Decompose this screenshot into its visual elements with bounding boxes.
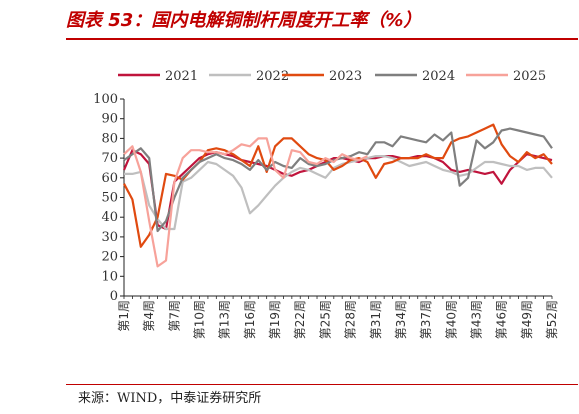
x-tick-label: 第37周 [419, 300, 433, 339]
x-tick-label: 第16周 [243, 300, 257, 339]
y-tick-label: 80 [101, 131, 118, 146]
x-tick-label: 第7周 [167, 300, 181, 332]
legend-label-2022: 2022 [256, 69, 289, 84]
x-tick-label: 第22周 [293, 300, 307, 339]
y-tick-labels: 0 10 20 30 40 50 60 70 80 90 100 [93, 92, 124, 304]
y-tick-label: 30 [101, 230, 118, 245]
x-tick-labels: 第1周 第4周 第7周 第10周 第13周 第16周 第19周 第22周 第25周 第28周 第31… [117, 296, 559, 339]
legend: 2021 2022 2023 2024 2025 [118, 69, 546, 84]
x-tick-label: 第34周 [394, 300, 408, 339]
x-tick-label: 第43周 [469, 300, 483, 339]
x-tick-label: 第4周 [142, 300, 156, 332]
y-tick-label: 90 [101, 112, 118, 127]
x-tick-label: 第10周 [193, 300, 207, 339]
page-title: 图表 53：国内电解铜制杆周度开工率（%） [66, 10, 422, 31]
series-line-2023 [123, 123, 553, 248]
legend-label-2023: 2023 [329, 69, 362, 84]
x-tick-label: 第28周 [344, 300, 358, 339]
source-divider [66, 384, 578, 385]
x-tick-label: 第40周 [444, 300, 458, 339]
x-tick-label: 第46周 [495, 300, 509, 339]
x-tick-label: 第49周 [520, 300, 534, 339]
title-divider [66, 38, 578, 40]
axes [123, 99, 552, 297]
x-tick-label: 第19周 [268, 300, 282, 339]
y-tick-label: 20 [101, 250, 118, 265]
legend-label-2024: 2024 [422, 69, 455, 84]
x-tick-label: 第25周 [318, 300, 332, 339]
legend-label-2025: 2025 [513, 69, 546, 84]
x-tick-label: 第13周 [218, 300, 232, 339]
series-line-2022 [124, 155, 553, 231]
y-tick-label: 50 [101, 191, 118, 206]
x-tick-label: 第1周 [117, 300, 131, 332]
y-tick-label: 60 [101, 171, 118, 186]
y-tick-label: 10 [101, 269, 118, 284]
series-lines [122, 123, 553, 268]
x-tick-label: 第31周 [369, 300, 383, 339]
y-tick-label: 40 [101, 210, 118, 225]
legend-label-2021: 2021 [165, 69, 198, 84]
series-line-2025 [123, 137, 368, 268]
source-note: 来源：WIND，中泰证券研究所 [78, 391, 262, 406]
y-tick-label: 0 [110, 289, 118, 304]
y-tick-label: 100 [93, 92, 118, 107]
x-tick-label: 第52周 [545, 300, 559, 339]
y-tick-label: 70 [101, 151, 118, 166]
